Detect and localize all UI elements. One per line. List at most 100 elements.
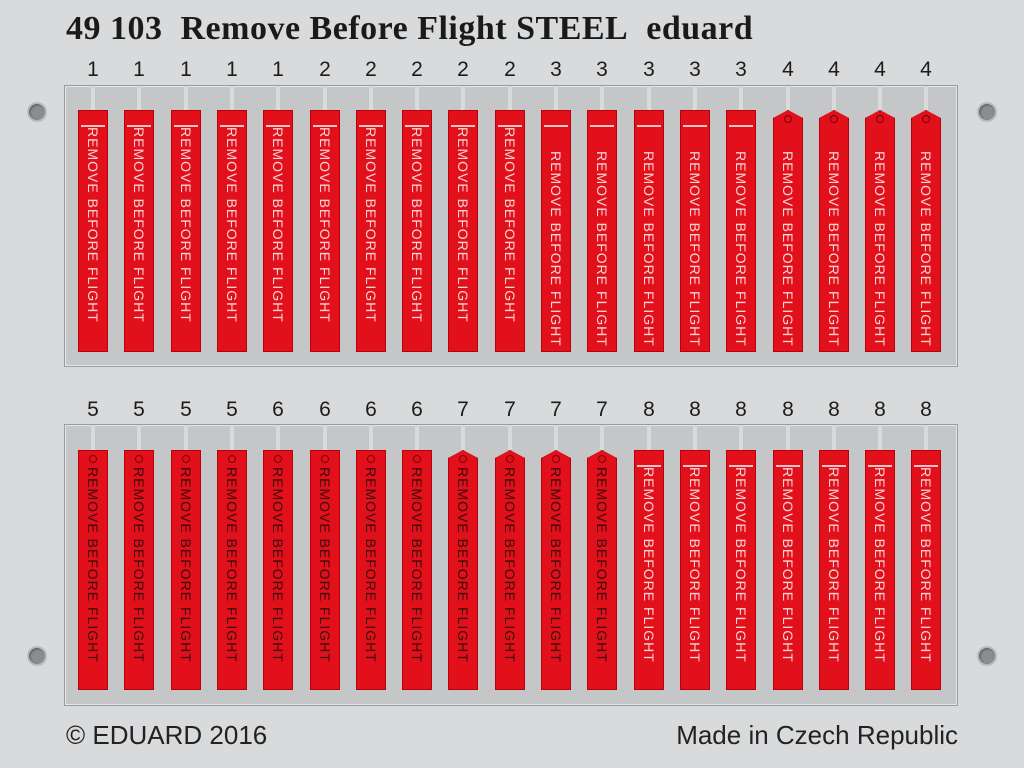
part-number: 5 [87, 398, 99, 421]
tag-stripe [729, 465, 753, 467]
tag-text: REMOVE BEFORE FLIGHT [224, 467, 240, 663]
part-number: 4 [920, 58, 932, 81]
sprue-attachment [647, 86, 651, 110]
eyelet-icon [876, 115, 884, 123]
part-number: 8 [735, 398, 747, 421]
part-number: 7 [550, 398, 562, 421]
sprue-attachment [137, 425, 141, 450]
brand-name: eduard [646, 10, 754, 47]
part-number: 6 [272, 398, 284, 421]
tag-text: REMOVE BEFORE FLIGHT [178, 467, 194, 663]
sprue-attachment [600, 86, 604, 110]
remove-before-flight-tag: REMOVE BEFORE FLIGHT [680, 450, 710, 690]
tag-text: REMOVE BEFORE FLIGHT [548, 151, 564, 347]
remove-before-flight-tag: REMOVE BEFORE FLIGHT [634, 110, 664, 352]
remove-before-flight-tag: REMOVE BEFORE FLIGHT [448, 450, 478, 690]
part-number: 3 [689, 58, 701, 81]
remove-before-flight-tag: REMOVE BEFORE FLIGHT [911, 450, 941, 690]
part-number: 5 [180, 398, 192, 421]
remove-before-flight-tag: REMOVE BEFORE FLIGHT [726, 110, 756, 352]
remove-before-flight-tag: REMOVE BEFORE FLIGHT [171, 110, 201, 352]
remove-before-flight-tag: REMOVE BEFORE FLIGHT [587, 450, 617, 690]
remove-before-flight-tag: REMOVE BEFORE FLIGHT [865, 450, 895, 690]
sprue-attachment [508, 86, 512, 110]
tag-stripe [266, 125, 290, 127]
fret-title: 49 103 Remove Before Flight STEEL eduard [66, 10, 966, 48]
tag-text: REMOVE BEFORE FLIGHT [687, 467, 703, 663]
eyelet-icon [552, 455, 560, 463]
sprue-attachment [184, 86, 188, 110]
tag-stripe [637, 125, 661, 127]
sprue-attachment [230, 425, 234, 450]
tag-stripe [451, 125, 475, 127]
remove-before-flight-tag: REMOVE BEFORE FLIGHT [217, 110, 247, 352]
remove-before-flight-tag: REMOVE BEFORE FLIGHT [495, 110, 525, 352]
part-number: 8 [689, 398, 701, 421]
tag-text: REMOVE BEFORE FLIGHT [317, 127, 333, 323]
sprue-attachment [878, 86, 882, 110]
mounting-hole [27, 646, 47, 666]
tag-stripe [81, 125, 105, 127]
part-number: 2 [411, 58, 423, 81]
sprue-attachment [554, 425, 558, 450]
tag-text: REMOVE BEFORE FLIGHT [363, 127, 379, 323]
part-number: 7 [457, 398, 469, 421]
eyelet-icon [135, 455, 143, 463]
sprue-attachment [878, 425, 882, 450]
eyelet-icon [830, 115, 838, 123]
part-number: 3 [643, 58, 655, 81]
sprue-attachment [786, 86, 790, 110]
eyelet-icon [228, 455, 236, 463]
remove-before-flight-tag: REMOVE BEFORE FLIGHT [865, 110, 895, 352]
part-number: 8 [920, 398, 932, 421]
part-number: 1 [180, 58, 192, 81]
tag-stripe [220, 125, 244, 127]
remove-before-flight-tag: REMOVE BEFORE FLIGHT [402, 450, 432, 690]
remove-before-flight-tag: REMOVE BEFORE FLIGHT [634, 450, 664, 690]
part-number: 2 [319, 58, 331, 81]
eyelet-icon [598, 455, 606, 463]
tag-text: REMOVE BEFORE FLIGHT [872, 151, 888, 347]
tag-stripe [498, 125, 522, 127]
tag-stripe [683, 465, 707, 467]
tag-stripe [127, 125, 151, 127]
eyelet-icon [922, 115, 930, 123]
remove-before-flight-tag: REMOVE BEFORE FLIGHT [402, 110, 432, 352]
tag-text: REMOVE BEFORE FLIGHT [131, 467, 147, 663]
part-number: 7 [504, 398, 516, 421]
remove-before-flight-tag: REMOVE BEFORE FLIGHT [171, 450, 201, 690]
remove-before-flight-tag: REMOVE BEFORE FLIGHT [124, 110, 154, 352]
remove-before-flight-tag: REMOVE BEFORE FLIGHT [819, 450, 849, 690]
eyelet-icon [321, 455, 329, 463]
part-number: 8 [874, 398, 886, 421]
sprue-attachment [832, 86, 836, 110]
tag-text: REMOVE BEFORE FLIGHT [363, 467, 379, 663]
part-number: 1 [226, 58, 238, 81]
sprue-attachment [600, 425, 604, 450]
part-number: 1 [133, 58, 145, 81]
eyelet-icon [413, 455, 421, 463]
tag-text: REMOVE BEFORE FLIGHT [224, 127, 240, 323]
tag-text: REMOVE BEFORE FLIGHT [548, 467, 564, 663]
sprue-attachment [137, 86, 141, 110]
part-number: 2 [365, 58, 377, 81]
sprue-attachment [91, 425, 95, 450]
remove-before-flight-tag: REMOVE BEFORE FLIGHT [263, 110, 293, 352]
sprue-attachment [323, 425, 327, 450]
tag-stripe [590, 125, 614, 127]
sprue-attachment [924, 425, 928, 450]
tag-text: REMOVE BEFORE FLIGHT [409, 127, 425, 323]
remove-before-flight-tag: REMOVE BEFORE FLIGHT [773, 110, 803, 352]
tag-stripe [868, 465, 892, 467]
eyelet-icon [367, 455, 375, 463]
remove-before-flight-tag: REMOVE BEFORE FLIGHT [356, 450, 386, 690]
sprue-attachment [230, 86, 234, 110]
part-number: 6 [365, 398, 377, 421]
tag-text: REMOVE BEFORE FLIGHT [502, 467, 518, 663]
mounting-hole [27, 102, 47, 122]
remove-before-flight-tag: REMOVE BEFORE FLIGHT [495, 450, 525, 690]
tag-text: REMOVE BEFORE FLIGHT [85, 127, 101, 323]
sprue-attachment [184, 425, 188, 450]
tag-text: REMOVE BEFORE FLIGHT [872, 467, 888, 663]
remove-before-flight-tag: REMOVE BEFORE FLIGHT [773, 450, 803, 690]
